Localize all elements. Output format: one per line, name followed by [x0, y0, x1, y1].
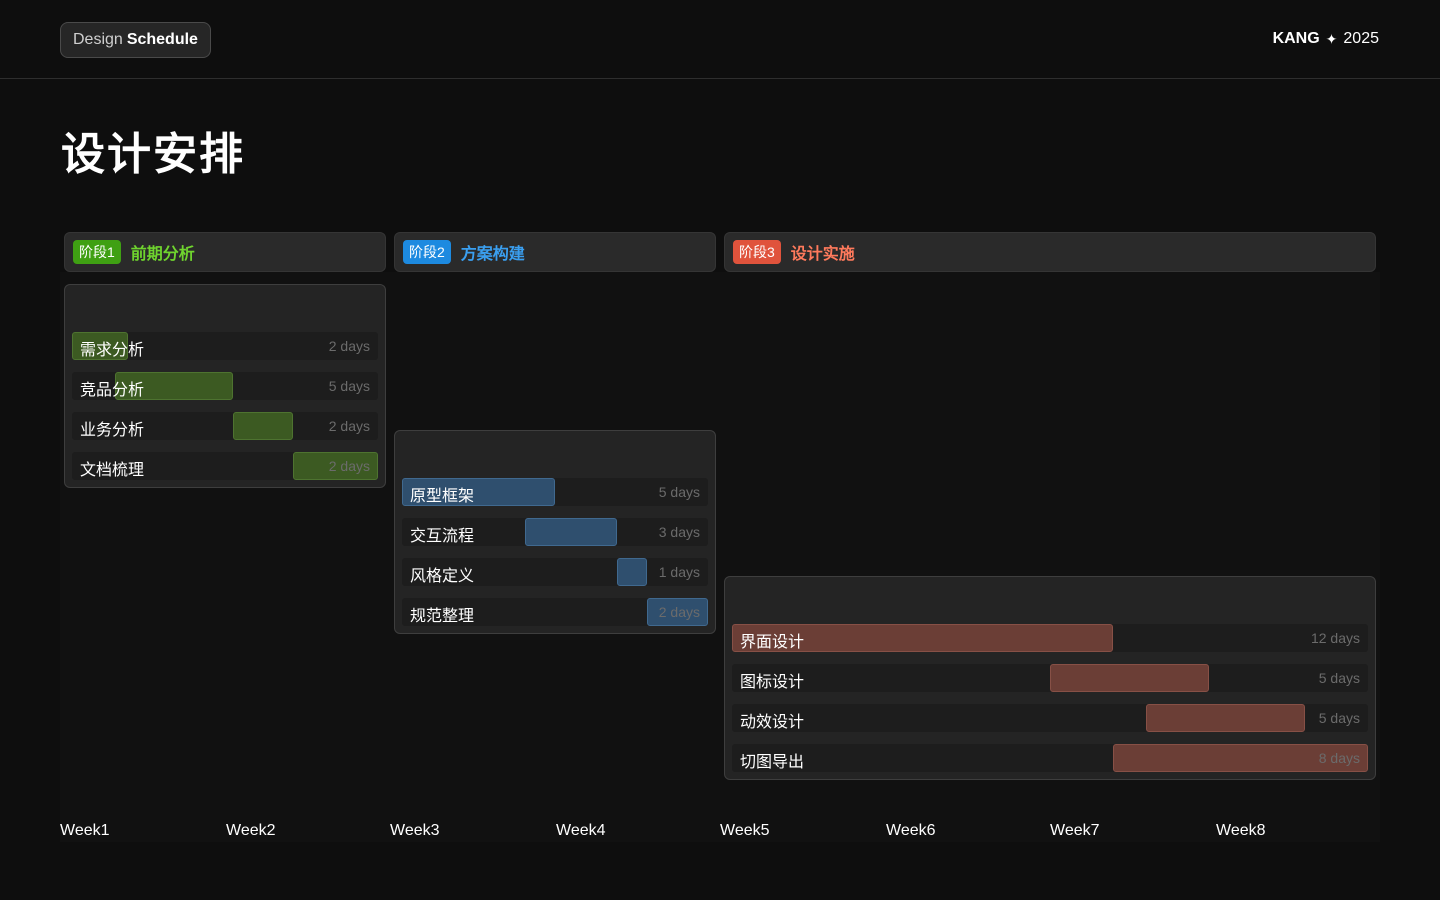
task-label: 图标设计	[740, 674, 805, 691]
top-bar: Design Schedule KANG ✦ 2025	[0, 0, 1440, 79]
year-label: 2025	[1343, 30, 1379, 47]
task-row[interactable]: 原型框架 5 days	[402, 478, 708, 506]
task-bar[interactable]	[525, 518, 617, 546]
task-bar[interactable]	[233, 412, 293, 440]
task-duration: 3 days	[658, 524, 700, 540]
task-duration: 5 days	[1318, 710, 1360, 726]
task-row[interactable]: 交互流程 3 days	[402, 518, 708, 546]
week-label: Week2	[226, 822, 276, 839]
task-row[interactable]: 风格定义 1 days	[402, 558, 708, 586]
task-label: 业务分析	[80, 422, 145, 439]
phase-header-3: 阶段3 设计实施	[724, 232, 1376, 272]
phase-name: 前期分析	[130, 246, 195, 263]
brand-badge[interactable]: Design Schedule	[60, 22, 211, 58]
task-label: 风格定义	[410, 568, 475, 585]
task-duration: 2 days	[658, 604, 700, 620]
brand-word-schedule: Schedule	[126, 31, 198, 48]
week-label: Week1	[60, 822, 110, 839]
week-label: Week8	[1216, 822, 1266, 839]
task-label: 切图导出	[740, 754, 805, 771]
task-label: 动效设计	[740, 714, 805, 731]
task-duration: 2 days	[328, 338, 370, 354]
brand-word-design: Design	[73, 31, 123, 48]
task-bar[interactable]	[617, 558, 647, 586]
task-row[interactable]: 图标设计 5 days	[732, 664, 1368, 692]
task-label: 规范整理	[410, 608, 475, 625]
task-bar[interactable]	[293, 452, 378, 480]
phase-3-task-card: 界面设计 12 days 图标设计 5 days 动效设计 5 days 切图导…	[724, 576, 1376, 780]
sparkle-icon: ✦	[1325, 30, 1338, 47]
phase-tag: 阶段3	[733, 240, 781, 264]
task-bar[interactable]	[1146, 704, 1305, 732]
task-label: 界面设计	[740, 634, 805, 651]
phase-tag: 阶段2	[403, 240, 451, 264]
task-duration: 5 days	[1318, 670, 1360, 686]
task-bar[interactable]	[732, 624, 1113, 652]
task-row[interactable]: 需求分析 2 days	[72, 332, 378, 360]
task-label: 需求分析	[80, 342, 145, 359]
task-row[interactable]: 竞品分析 5 days	[72, 372, 378, 400]
task-duration: 2 days	[328, 418, 370, 434]
task-duration: 5 days	[328, 378, 370, 394]
phase-1-task-card: 需求分析 2 days 竞品分析 5 days 业务分析 2 days 文档梳理…	[64, 284, 386, 488]
author-year: KANG ✦ 2025	[1273, 30, 1379, 48]
task-bar[interactable]	[72, 332, 128, 360]
author-name: KANG	[1272, 30, 1320, 47]
task-label: 文档梳理	[80, 462, 145, 479]
task-duration: 12 days	[1310, 630, 1360, 646]
page-title: 设计安排	[61, 130, 245, 179]
week-label: Week7	[1050, 822, 1100, 839]
phase-header-1: 阶段1 前期分析	[64, 232, 386, 272]
task-bar[interactable]	[1050, 664, 1209, 692]
task-bar[interactable]	[115, 372, 233, 400]
task-duration: 8 days	[1318, 750, 1360, 766]
task-row[interactable]: 切图导出 8 days	[732, 744, 1368, 772]
task-duration: 5 days	[658, 484, 700, 500]
task-row[interactable]: 规范整理 2 days	[402, 598, 708, 626]
phase-name: 设计实施	[790, 246, 855, 263]
task-label: 原型框架	[410, 488, 475, 505]
week-label: Week5	[720, 822, 770, 839]
phase-tag: 阶段1	[73, 240, 121, 264]
task-bar[interactable]	[402, 478, 555, 506]
task-row[interactable]: 动效设计 5 days	[732, 704, 1368, 732]
task-duration: 2 days	[328, 458, 370, 474]
week-label: Week4	[556, 822, 606, 839]
task-label: 交互流程	[410, 528, 475, 545]
task-row[interactable]: 文档梳理 2 days	[72, 452, 378, 480]
task-row[interactable]: 界面设计 12 days	[732, 624, 1368, 652]
task-row[interactable]: 业务分析 2 days	[72, 412, 378, 440]
week-label: Week3	[390, 822, 440, 839]
task-bar[interactable]	[1113, 744, 1368, 772]
phase-2-task-card: 原型框架 5 days 交互流程 3 days 风格定义 1 days 规范整理…	[394, 430, 716, 634]
week-label: Week6	[886, 822, 936, 839]
task-duration: 1 days	[658, 564, 700, 580]
task-label: 竞品分析	[80, 382, 145, 399]
task-bar[interactable]	[647, 598, 708, 626]
phase-name: 方案构建	[460, 246, 525, 263]
phase-header-2: 阶段2 方案构建	[394, 232, 716, 272]
